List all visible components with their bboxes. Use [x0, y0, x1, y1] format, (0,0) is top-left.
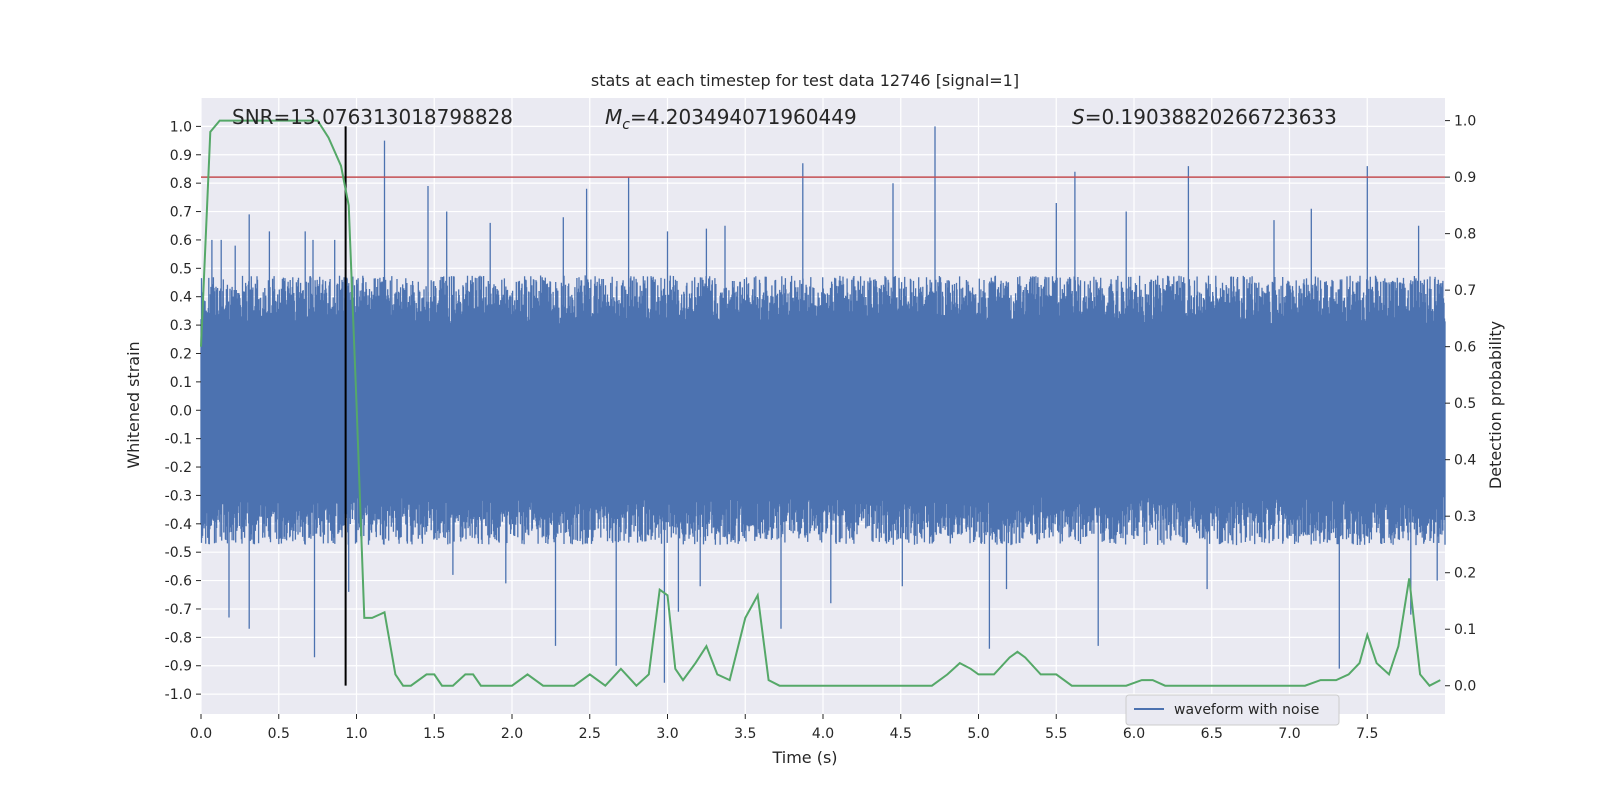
- x-tick-label: 0.0: [190, 726, 212, 742]
- y-left-tick-label: -0.1: [165, 432, 192, 448]
- mc-subscript: c: [622, 117, 630, 133]
- x-axis-ticks: 0.0 0.5 1.0 1.5 2.0 2.5 3.0 3.5 4.0 4.5 5.0 5.5 6.0 6…: [190, 714, 1378, 742]
- y-left-tick-label: 0.1: [170, 375, 192, 391]
- mc-annotation: Mc=4.203494071960449: [605, 105, 857, 133]
- y-left-tick-label: -0.3: [165, 488, 192, 504]
- y-right-tick-label: 0.7: [1454, 283, 1476, 299]
- legend: waveform with noise: [1125, 694, 1340, 726]
- s-annotation: S=0.19038820266723633: [1072, 105, 1337, 129]
- y-right-tick-label: 0.9: [1454, 170, 1476, 186]
- x-tick-label: 1.0: [345, 726, 367, 742]
- y-right-tick-label: 0.2: [1454, 566, 1476, 582]
- y-right-axis-label: Detection probability: [1486, 321, 1505, 489]
- waveform-series: [200, 126, 1446, 683]
- x-tick-label: 5.5: [1045, 726, 1067, 742]
- x-tick-label: 4.0: [812, 726, 834, 742]
- chart-title: stats at each timestep for test data 127…: [591, 71, 1019, 90]
- probability-line: [200, 119, 1441, 688]
- y-left-tick-label: -0.9: [165, 659, 192, 675]
- y-left-tick-label: 1.0: [170, 119, 192, 135]
- y-left-axis-label: Whitened strain: [124, 341, 143, 468]
- y-left-tick-label: 0.7: [170, 205, 192, 221]
- y-right-tick-label: 0.5: [1454, 396, 1476, 412]
- y-right-tick-label: 0.0: [1454, 679, 1476, 695]
- y-right-tick-label: 1.0: [1454, 114, 1476, 130]
- y-left-tick-label: -0.7: [165, 602, 192, 618]
- y-left-tick-label: -0.2: [165, 460, 192, 476]
- mc-symbol: M: [605, 105, 622, 129]
- snr-annotation: SNR=13.076313018798828: [232, 105, 513, 129]
- y-left-tick-label: 0.8: [170, 176, 192, 192]
- mc-value: =4.203494071960449: [630, 105, 857, 129]
- x-tick-label: 7.5: [1356, 726, 1378, 742]
- x-axis-label: Time (s): [771, 748, 837, 767]
- x-tick-label: 0.5: [268, 726, 290, 742]
- y-left-tick-label: 0.0: [170, 403, 192, 419]
- y-left-axis-ticks: 1.0 0.9 0.8 0.7 0.6 0.5 0.4 0.3 0.2 0.1 0.0 -0.1 -0.…: [165, 119, 201, 703]
- x-tick-label: 1.5: [423, 726, 445, 742]
- x-tick-label: 6.0: [1123, 726, 1145, 742]
- y-left-tick-label: 0.9: [170, 148, 192, 164]
- s-symbol: S: [1072, 105, 1085, 129]
- x-tick-label: 5.0: [967, 726, 989, 742]
- x-tick-label: 4.5: [890, 726, 912, 742]
- legend-entry-waveform: waveform with noise: [1174, 702, 1319, 718]
- y-right-tick-label: 0.1: [1454, 622, 1476, 638]
- y-left-tick-label: -0.5: [165, 545, 192, 561]
- y-left-tick-label: -0.6: [165, 574, 192, 590]
- y-right-axis-ticks: 1.0 0.9 0.8 0.7 0.6 0.5 0.4 0.3 0.2 0.1 0.0: [1445, 114, 1476, 695]
- y-right-tick-label: 0.6: [1454, 340, 1476, 356]
- y-left-tick-label: 0.6: [170, 233, 192, 249]
- x-tick-label: 2.0: [501, 726, 523, 742]
- s-value: =0.19038820266723633: [1085, 105, 1337, 129]
- y-left-tick-label: -1.0: [165, 687, 192, 703]
- y-right-tick-label: 0.8: [1454, 227, 1476, 243]
- x-tick-label: 2.5: [579, 726, 601, 742]
- y-right-tick-label: 0.4: [1454, 453, 1476, 469]
- waveform-trace: [200, 126, 1446, 683]
- y-left-tick-label: 0.4: [170, 290, 192, 306]
- y-left-tick-label: -0.8: [165, 630, 192, 646]
- x-tick-label: 3.0: [656, 726, 678, 742]
- x-tick-label: 7.0: [1278, 726, 1300, 742]
- y-left-tick-label: 0.2: [170, 346, 192, 362]
- y-left-tick-label: 0.5: [170, 261, 192, 277]
- legend-box: [1125, 694, 1340, 726]
- x-tick-label: 6.5: [1201, 726, 1223, 742]
- x-tick-label: 3.5: [734, 726, 756, 742]
- y-left-tick-label: 0.3: [170, 318, 192, 334]
- y-left-tick-label: -0.4: [165, 517, 192, 533]
- y-right-tick-label: 0.3: [1454, 509, 1476, 525]
